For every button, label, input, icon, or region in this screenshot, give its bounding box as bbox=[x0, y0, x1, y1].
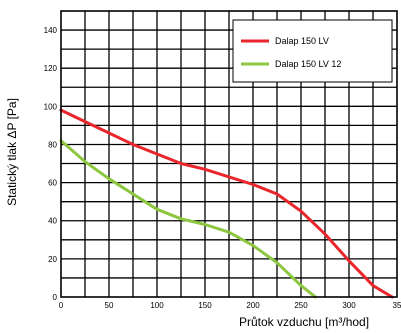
x-tick-label: 0 bbox=[59, 301, 64, 310]
series-layer bbox=[61, 110, 392, 297]
y-tick-label: 80 bbox=[48, 140, 57, 149]
x-axis-title: Průtok vzduchu [m³/hod] bbox=[239, 315, 369, 329]
y-tick-label: 40 bbox=[48, 217, 57, 226]
y-axis-title: Statický tlak ΔP [Pa] bbox=[5, 98, 19, 206]
x-tick-label: 300 bbox=[342, 301, 356, 310]
y-tick-label: 60 bbox=[48, 179, 57, 188]
x-tick-label: 50 bbox=[105, 301, 114, 310]
y-tick-label: 120 bbox=[44, 64, 58, 73]
x-tick-label: 250 bbox=[294, 301, 308, 310]
legend-box bbox=[233, 20, 392, 82]
legend: Dalap 150 LV Dalap 150 LV 12 bbox=[233, 20, 392, 82]
x-tick-label: 100 bbox=[150, 301, 164, 310]
x-tick-label: 150 bbox=[198, 301, 212, 310]
x-tick-label: 200 bbox=[246, 301, 260, 310]
y-tick-label: 20 bbox=[48, 255, 57, 264]
y-tick-label: 100 bbox=[44, 102, 58, 111]
series-line-0 bbox=[61, 110, 392, 297]
legend-label-dalap-150-lv-12: Dalap 150 LV 12 bbox=[275, 59, 341, 69]
y-tick-label: 0 bbox=[53, 293, 58, 302]
y-tick-label: 140 bbox=[44, 26, 58, 35]
x-tick-label: 35 bbox=[393, 301, 401, 310]
legend-label-dalap-150-lv: Dalap 150 LV bbox=[275, 36, 329, 46]
